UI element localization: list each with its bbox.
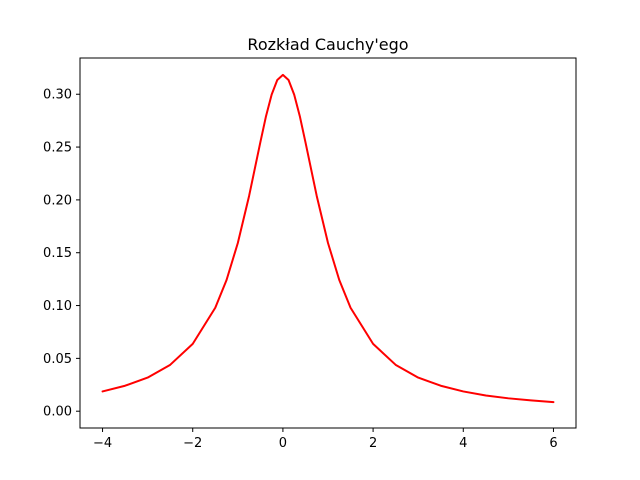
y-tick-label: 0.05 — [43, 352, 72, 367]
x-tick-label: 6 — [549, 436, 557, 451]
series-layer — [101, 73, 555, 404]
y-tick-label: 0.20 — [43, 193, 72, 208]
x-tick-label: −2 — [183, 436, 202, 451]
x-tick-label: −4 — [93, 436, 112, 451]
y-tick-label: 0.10 — [43, 299, 72, 314]
y-tick-label: 0.15 — [43, 246, 72, 261]
x-tick-label: 2 — [369, 436, 377, 451]
x-axis: −4 −2 0 2 4 6 — [93, 428, 558, 451]
y-tick-label: 0.30 — [43, 88, 72, 103]
x-tick-label: 0 — [279, 436, 287, 451]
chart-title: Rozkład Cauchy'ego — [247, 35, 408, 54]
y-axis: 0.00 0.05 0.10 0.15 0.20 0.25 0.30 — [43, 88, 80, 420]
series-line — [101, 73, 555, 404]
y-tick-label: 0.25 — [43, 141, 72, 156]
plot-frame — [79, 57, 577, 429]
y-tick-label: 0.00 — [43, 405, 72, 420]
x-tick-label: 4 — [459, 436, 467, 451]
